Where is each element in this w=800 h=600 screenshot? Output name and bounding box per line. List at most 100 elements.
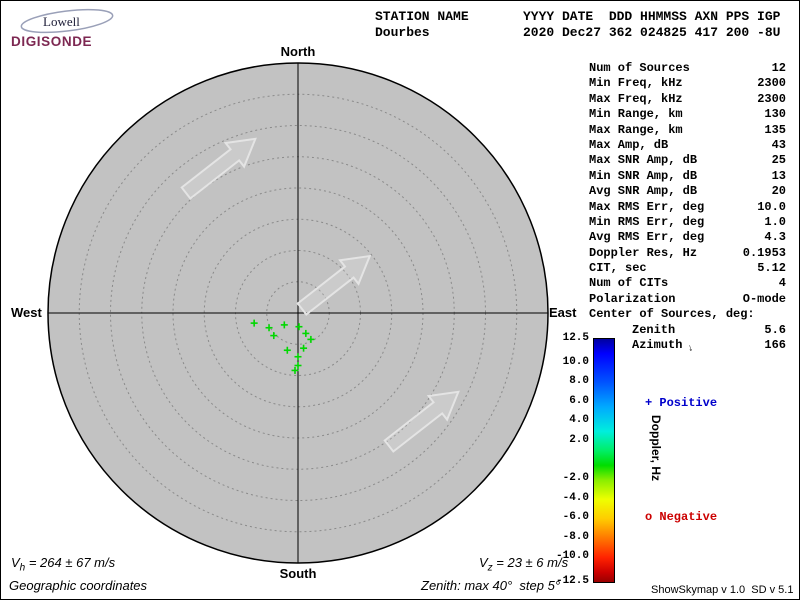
drift-arrow [383, 390, 460, 453]
legend-positive: + Positive [645, 396, 717, 410]
software-version: ShowSkymap v 1.0 SD v 5.1 [651, 584, 794, 596]
colorbar-tick-label: -6.0 [562, 511, 589, 524]
stats-row: Max SNR Amp, dB 25 [589, 153, 786, 168]
lowell-digisonde-logo: Lowell DIGISONDE [9, 7, 125, 55]
stats-row: Doppler Res, Hz 0.1953 [589, 246, 786, 261]
colorbar-tick-label: 8.0 [569, 375, 589, 388]
stats-row: CIT, sec 5.12 [589, 261, 786, 276]
source-point [250, 319, 258, 327]
stat-value: O-mode [742, 291, 786, 306]
skymap-svg [47, 62, 549, 564]
compass-east-label: East [549, 305, 577, 320]
stats-row: Max Range, km 135 [589, 123, 786, 138]
stats-panel: Num of Sources 12 Min Freq, kHz 2300 Max Fre… [589, 61, 786, 353]
stats-row: Azimuth ↑ 166 [589, 338, 786, 353]
colorbar-tick-label: -12.5 [555, 574, 589, 587]
stats-row: Avg RMS Err, deg 4.3 [589, 230, 786, 245]
vh-text: = 264 ± 67 m/s [25, 555, 116, 570]
station-name-value: Dourbes [375, 25, 430, 40]
colorbar-tick-label: 6.0 [569, 394, 589, 407]
stats-row: Num of Sources 12 [589, 61, 786, 76]
stats-row: Max Freq, kHz 2300 [589, 92, 786, 107]
stat-label: Zenith [632, 322, 676, 337]
compass-west-label: West [11, 305, 42, 320]
timestamp-columns-value: 2020 Dec27 362 024825 417 200 -8U [523, 25, 781, 40]
stat-value: 0.1953 [742, 245, 786, 260]
stats-row: Polarization O-mode [589, 292, 786, 307]
source-point [295, 323, 303, 331]
source-point [265, 324, 273, 332]
stats-row: Min SNR Amp, dB 13 [589, 169, 786, 184]
stat-value: 4 [778, 276, 786, 291]
stats-row: Min RMS Err, deg 1.0 [589, 215, 786, 230]
colorbar-tick-label: -4.0 [562, 491, 589, 504]
stat-label: Min SNR Amp, dB [589, 168, 698, 183]
stat-label: Avg RMS Err, deg [589, 230, 705, 245]
azimuth-direction-arrow: ↑ [686, 340, 695, 353]
source-point [280, 321, 288, 329]
circle-marker-icon: o [645, 510, 653, 524]
stat-label: Center of Sources, deg: [589, 307, 755, 322]
logo-digisonde-text: DIGISONDE [11, 34, 93, 49]
vertical-velocity-value: Vz = 23 ± 6 m/s [479, 555, 568, 574]
stat-value: 2300 [757, 76, 786, 91]
vz-text: = 23 ± 6 m/s [492, 555, 569, 570]
stat-value: 1.0 [764, 214, 786, 229]
coordinates-note: Geographic coordinates [9, 578, 148, 593]
stat-label: Azimuth [632, 338, 683, 353]
source-point [302, 329, 310, 337]
colorbar-title: Doppler, Hz [649, 415, 663, 482]
stat-label: Max Freq, kHz [589, 91, 683, 106]
stat-label: Avg SNR Amp, dB [589, 184, 698, 199]
compass-north-label: North [280, 44, 316, 59]
source-point [291, 366, 299, 374]
source-point [300, 344, 308, 352]
stats-row: Max Amp, dB 43 [589, 138, 786, 153]
vh-subscript: h [19, 562, 26, 574]
logo-lowell-text: Lowell [43, 14, 80, 29]
stat-value: 20 [771, 184, 786, 199]
vh-symbol: V [11, 555, 20, 570]
colorbar-tick-label: -2.0 [562, 472, 589, 485]
stats-row: Zenith 5.6 [589, 323, 786, 338]
colorbar-tick-label: 4.0 [569, 414, 589, 427]
stats-row: Min Freq, kHz 2300 [589, 76, 786, 91]
stat-label: Max RMS Err, deg [589, 199, 705, 214]
colorbar-tick-label: 2.0 [569, 433, 589, 446]
stat-label: Min Range, km [589, 107, 683, 122]
source-point [307, 335, 315, 343]
stat-value: 130 [764, 107, 786, 122]
stats-row: Avg SNR Amp, dB 20 [589, 184, 786, 199]
stats-row: Min Range, km 130 [589, 107, 786, 122]
stat-label: Doppler Res, Hz [589, 245, 698, 260]
stat-value: 10.0 [757, 199, 786, 214]
stat-label: Max Range, km [589, 122, 683, 137]
colorbar-ticks: 12.5 10.0 8.0 6.0 4.0 2.0 -2.0 -4.0 -6.0 -8.0 -10.… [551, 332, 589, 587]
legend-positive-label: Positive [659, 396, 718, 410]
vz-subscript: z [487, 562, 493, 574]
zenith-range-note: Zenith: max 40° step 5° [421, 578, 561, 593]
stat-value: 13 [771, 168, 786, 183]
plus-marker-icon: + [645, 396, 653, 410]
stat-label: Min Freq, kHz [589, 76, 683, 91]
stat-value: 43 [771, 137, 786, 152]
stat-value: 25 [771, 153, 786, 168]
stat-label: Max Amp, dB [589, 137, 669, 152]
stat-label: Polarization [589, 291, 676, 306]
colorbar-tick-label: 10.0 [562, 355, 589, 368]
colorbar-tick-label: -8.0 [562, 530, 589, 543]
stats-row: Num of CITs 4 [589, 276, 786, 291]
legend-negative-label: Negative [659, 510, 718, 524]
stat-label: Num of Sources [589, 61, 690, 75]
stat-value: 166 [764, 338, 786, 353]
stat-value: 5.6 [764, 322, 786, 337]
colorbar-gradient [593, 338, 615, 583]
colorbar-tick-label: 12.5 [562, 331, 589, 344]
stat-label: Min RMS Err, deg [589, 214, 705, 229]
legend-negative: o Negative [645, 510, 717, 524]
stat-value: 2300 [757, 91, 786, 106]
station-name-label: STATION NAME [375, 9, 469, 24]
stats-row: Center of Sources, deg: [589, 307, 786, 322]
stat-value: 4.3 [764, 230, 786, 245]
